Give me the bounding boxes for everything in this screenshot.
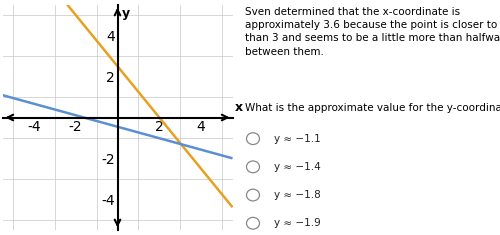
Text: y ≈ −1.1: y ≈ −1.1 [274,134,320,144]
Text: y ≈ −1.8: y ≈ −1.8 [274,190,320,200]
Text: y: y [122,7,130,20]
Text: x: x [234,102,242,114]
Text: y ≈ −1.9: y ≈ −1.9 [274,218,320,228]
Text: Sven determined that the x-coordinate is
approximately 3.6 because the point is : Sven determined that the x-coordinate is… [245,7,500,57]
Text: What is the approximate value for the y-coordinate?: What is the approximate value for the y-… [245,103,500,114]
Text: y ≈ −1.4: y ≈ −1.4 [274,162,320,172]
